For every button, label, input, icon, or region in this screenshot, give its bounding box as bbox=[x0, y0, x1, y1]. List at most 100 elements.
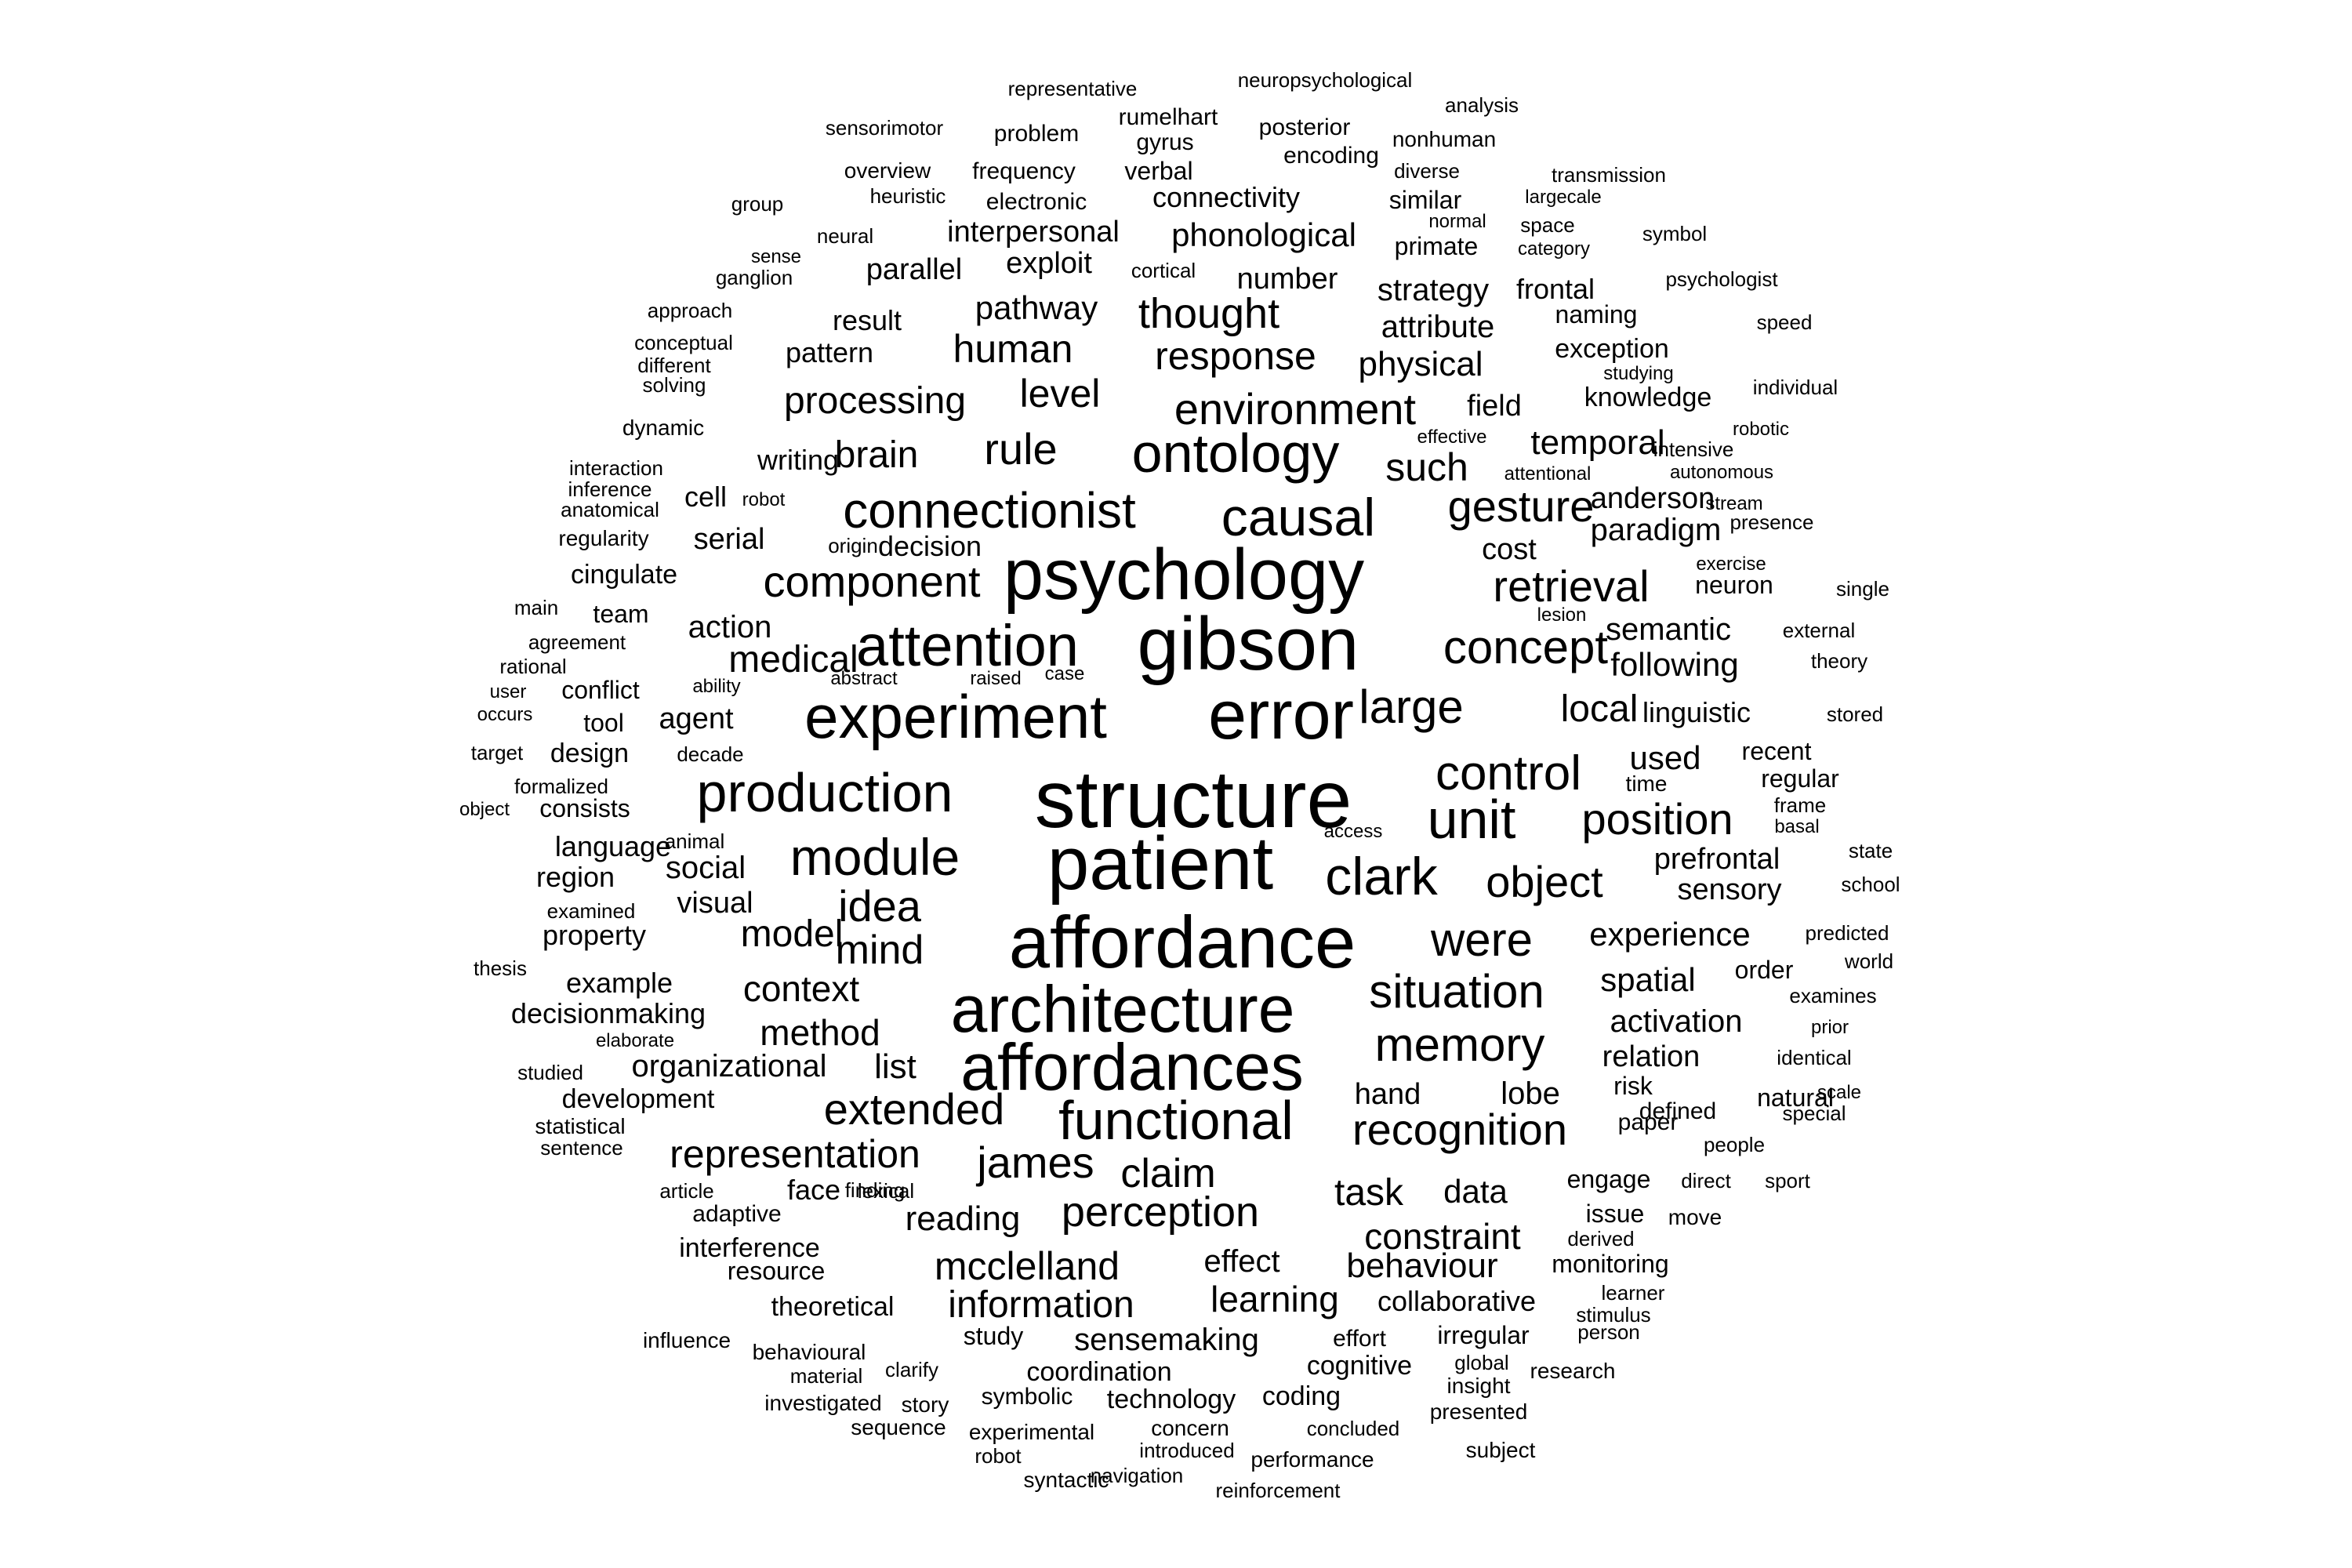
word-prior: prior bbox=[1810, 1017, 1849, 1038]
word-recognition: recognition bbox=[1352, 1105, 1567, 1154]
word-linguistic: linguistic bbox=[1642, 696, 1751, 728]
word-frequency: frequency bbox=[972, 158, 1076, 184]
word-research: research bbox=[1530, 1359, 1616, 1383]
word-unit: unit bbox=[1427, 789, 1516, 850]
word-error: error bbox=[1208, 676, 1354, 753]
word-component: component bbox=[763, 557, 981, 606]
word-naming: naming bbox=[1555, 300, 1638, 328]
word-exploit: exploit bbox=[1006, 247, 1092, 280]
word-control: control bbox=[1435, 746, 1582, 800]
word-stored: stored bbox=[1826, 702, 1884, 726]
word-user: user bbox=[489, 681, 527, 702]
word-patient: patient bbox=[1047, 822, 1274, 906]
word-causal: causal bbox=[1221, 488, 1376, 547]
word-transmission: transmission bbox=[1552, 163, 1666, 187]
word-example: example bbox=[565, 967, 673, 999]
word-clark: clark bbox=[1325, 847, 1438, 906]
word-autonomous: autonomous bbox=[1669, 462, 1774, 483]
word-electronic: electronic bbox=[985, 189, 1087, 215]
word-experiment: experiment bbox=[804, 682, 1107, 751]
word-abstract: abstract bbox=[830, 668, 898, 689]
word-physical: physical bbox=[1358, 345, 1483, 383]
word-statistical: statistical bbox=[535, 1114, 626, 1138]
word-region: region bbox=[535, 861, 615, 893]
word-prefrontal: prefrontal bbox=[1653, 843, 1780, 876]
word-human: human bbox=[953, 327, 1073, 371]
word-affordance: affordance bbox=[1008, 901, 1356, 983]
word-sensory: sensory bbox=[1677, 873, 1782, 906]
word-influence: influence bbox=[642, 1328, 731, 1352]
word-constraint: constraint bbox=[1364, 1216, 1521, 1257]
word-animal: animal bbox=[664, 829, 725, 853]
word-pathway: pathway bbox=[975, 289, 1098, 326]
word-formalized: formalized bbox=[514, 775, 608, 798]
word-effective: effective bbox=[1417, 426, 1487, 448]
word-experience: experience bbox=[1589, 916, 1751, 953]
word-used: used bbox=[1629, 739, 1701, 776]
word-james: james bbox=[977, 1138, 1094, 1187]
word-development: development bbox=[561, 1084, 715, 1114]
word-ability: ability bbox=[692, 676, 741, 697]
word-list: list bbox=[874, 1047, 916, 1086]
word-method: method bbox=[760, 1012, 880, 1053]
word-ganglion: ganglion bbox=[715, 266, 793, 289]
word-robot: robot bbox=[742, 489, 786, 510]
word-production: production bbox=[696, 762, 953, 823]
word-anatomical: anatomical bbox=[561, 498, 659, 521]
word-overview: overview bbox=[844, 158, 931, 183]
word-object: object bbox=[459, 799, 510, 820]
word-performance: performance bbox=[1250, 1447, 1374, 1472]
word-local: local bbox=[1560, 688, 1639, 730]
word-visual: visual bbox=[677, 887, 753, 920]
word-studied: studied bbox=[517, 1061, 583, 1084]
word-ontology: ontology bbox=[1131, 423, 1340, 484]
word-extended: extended bbox=[823, 1084, 1005, 1134]
word-position: position bbox=[1581, 794, 1733, 844]
word-environment: environment bbox=[1174, 384, 1417, 434]
word-rumelhart: rumelhart bbox=[1118, 104, 1218, 130]
word-information: information bbox=[948, 1284, 1134, 1326]
word-writing: writing bbox=[757, 444, 840, 476]
word-stream: stream bbox=[1705, 493, 1763, 514]
word-normal: normal bbox=[1428, 211, 1486, 232]
word-claim: claim bbox=[1120, 1151, 1216, 1196]
word-introduced: introduced bbox=[1139, 1439, 1235, 1462]
word-lesion: lesion bbox=[1537, 604, 1587, 626]
word-conceptual: conceptual bbox=[634, 331, 733, 354]
word-object: object bbox=[1486, 857, 1603, 906]
word-main: main bbox=[514, 596, 559, 619]
word-mind: mind bbox=[835, 927, 924, 973]
word-robotic: robotic bbox=[1732, 419, 1790, 440]
word-heuristic: heuristic bbox=[869, 184, 946, 208]
word-cingulate: cingulate bbox=[570, 560, 678, 590]
word-psychologist: psychologist bbox=[1665, 267, 1778, 291]
word-action: action bbox=[688, 610, 772, 644]
word-idea: idea bbox=[838, 881, 921, 931]
word-concluded: concluded bbox=[1306, 1417, 1400, 1440]
word-following: following bbox=[1610, 646, 1739, 683]
word-social: social bbox=[665, 851, 746, 885]
word-serial: serial bbox=[693, 523, 765, 556]
word-phonological: phonological bbox=[1171, 216, 1356, 253]
word-study: study bbox=[963, 1322, 1024, 1350]
word-raised: raised bbox=[970, 668, 1022, 689]
word-tool: tool bbox=[583, 709, 624, 737]
word-exercise: exercise bbox=[1696, 554, 1766, 575]
word-move: move bbox=[1668, 1205, 1722, 1229]
word-representation: representation bbox=[670, 1132, 920, 1176]
word-clarify: clarify bbox=[885, 1358, 938, 1381]
word-world: world bbox=[1844, 949, 1894, 973]
word-recent: recent bbox=[1741, 737, 1812, 765]
word-time: time bbox=[1625, 771, 1668, 796]
word-monitoring: monitoring bbox=[1552, 1250, 1669, 1278]
word-identical: identical bbox=[1777, 1046, 1852, 1069]
word-material: material bbox=[789, 1364, 863, 1388]
word-individual: individual bbox=[1752, 376, 1838, 399]
word-gesture: gesture bbox=[1447, 481, 1595, 531]
word-neuron: neuron bbox=[1695, 571, 1773, 599]
word-anderson: anderson bbox=[1590, 482, 1715, 515]
word-risk: risk bbox=[1613, 1072, 1653, 1100]
word-irregular: irregular bbox=[1437, 1321, 1530, 1349]
word-architecture: architecture bbox=[950, 972, 1295, 1046]
word-decisionmaking: decisionmaking bbox=[510, 997, 706, 1029]
